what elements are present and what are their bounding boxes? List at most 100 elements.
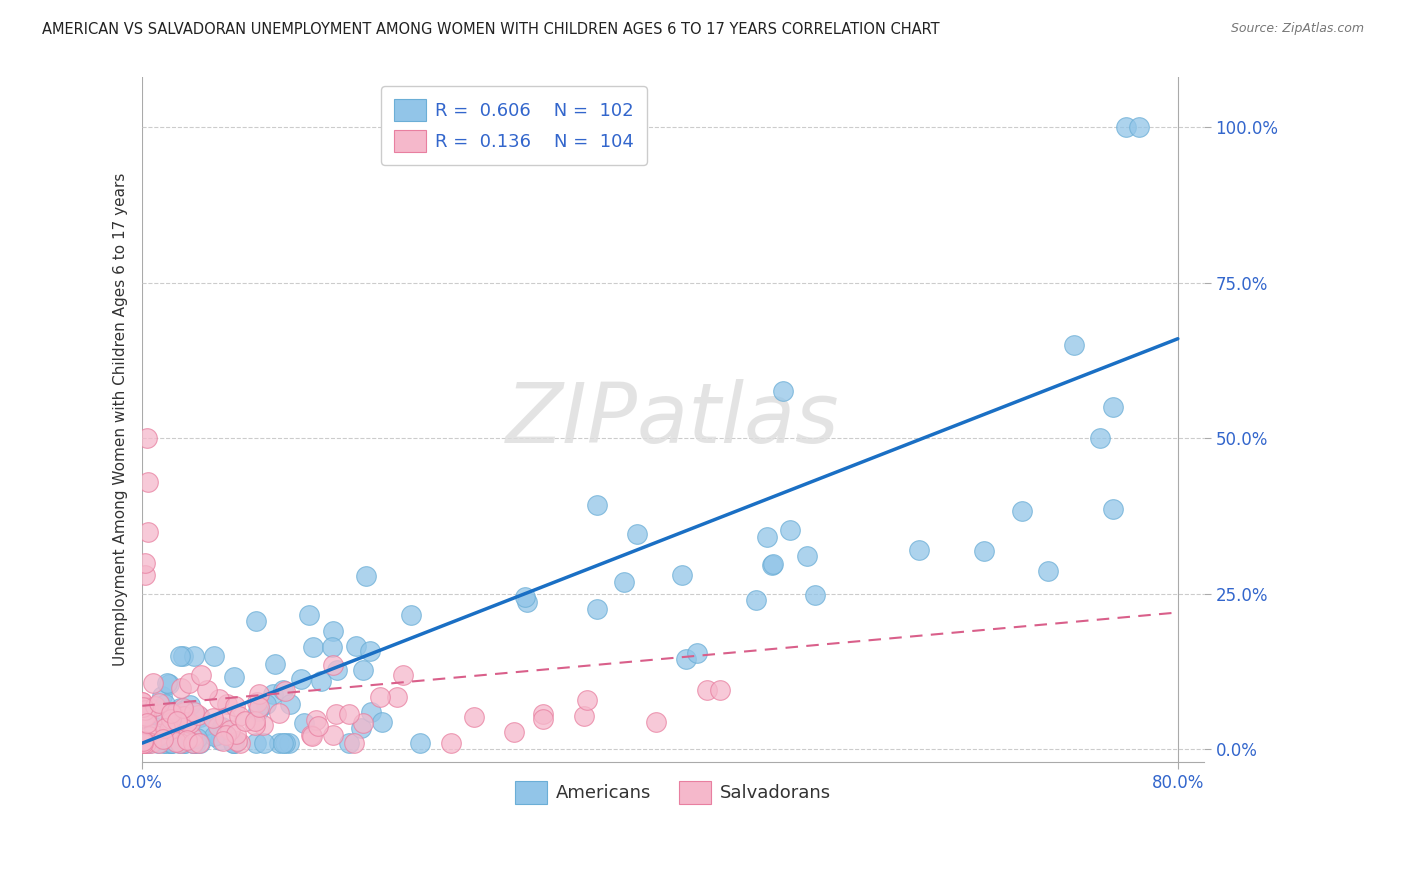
Point [143, 720, 166, 734]
Point [173, 709, 195, 723]
Point [298, 607, 321, 622]
Point [186, 731, 208, 746]
Point [188, 710, 211, 724]
Point [222, 736, 245, 750]
Point [153, 736, 176, 750]
Point [179, 716, 201, 731]
Point [305, 713, 328, 727]
Point [626, 527, 648, 541]
Point [779, 523, 801, 537]
Point [671, 568, 693, 582]
Point [187, 708, 209, 723]
Point [222, 736, 245, 750]
Point [755, 530, 778, 544]
Point [143, 707, 166, 722]
Point [132, 734, 155, 748]
Point [325, 664, 347, 678]
Point [222, 670, 245, 684]
Point [173, 703, 195, 717]
Point [138, 736, 160, 750]
Point [247, 700, 270, 714]
Point [224, 698, 246, 713]
Point [228, 709, 250, 723]
Point [360, 706, 382, 720]
Point [233, 714, 256, 728]
Point [172, 701, 194, 715]
Point [165, 734, 187, 748]
Point [136, 716, 159, 731]
Point [173, 719, 195, 733]
Point [167, 736, 190, 750]
Point [190, 668, 212, 682]
Point [143, 723, 166, 738]
Point [143, 698, 166, 713]
Point [302, 640, 325, 654]
Point [229, 736, 252, 750]
Point [350, 721, 373, 735]
Point [179, 698, 201, 712]
Point [243, 718, 266, 732]
Point [273, 736, 295, 750]
Point [160, 736, 183, 750]
Point [135, 709, 157, 723]
Point [132, 736, 155, 750]
Point [134, 568, 156, 582]
Point [343, 736, 366, 750]
Point [152, 724, 174, 739]
Point [262, 687, 284, 701]
Point [157, 736, 180, 750]
Point [134, 703, 156, 717]
Point [401, 608, 423, 623]
Point [136, 699, 159, 714]
Point [183, 648, 205, 663]
Point [153, 721, 176, 735]
Point [162, 723, 184, 738]
Point [132, 736, 155, 750]
Point [132, 736, 155, 750]
Point [142, 676, 165, 690]
Point [162, 707, 184, 722]
Point [370, 690, 392, 705]
Point [157, 723, 180, 738]
Point [165, 708, 187, 723]
Point [184, 736, 207, 750]
Point [1102, 400, 1125, 414]
Point [273, 684, 295, 698]
Point [155, 719, 177, 733]
Point [202, 648, 225, 663]
Point [181, 736, 204, 750]
Point [134, 736, 156, 750]
Point [205, 728, 228, 742]
Point [218, 723, 240, 737]
Y-axis label: Unemployment Among Women with Children Ages 6 to 17 years: Unemployment Among Women with Children A… [114, 173, 128, 666]
Point [131, 696, 153, 710]
Point [176, 733, 198, 747]
Point [531, 712, 554, 726]
Point [359, 644, 381, 658]
Point [463, 709, 485, 723]
Point [183, 706, 205, 720]
Point [1011, 504, 1033, 518]
Point [173, 736, 195, 750]
Point [503, 725, 526, 739]
Point [278, 697, 301, 711]
Point [613, 575, 636, 590]
Point [169, 648, 191, 663]
Point [245, 614, 267, 628]
Point [299, 728, 322, 742]
Point [166, 714, 188, 728]
Point [292, 715, 315, 730]
Point [322, 624, 344, 639]
Point [155, 698, 177, 712]
Point [138, 729, 160, 743]
Point [247, 687, 270, 701]
Point [176, 714, 198, 729]
Point [181, 736, 204, 750]
Point [160, 736, 183, 750]
Point [516, 595, 538, 609]
Point [132, 709, 155, 723]
Point [796, 549, 818, 563]
Point [141, 727, 163, 741]
Point [254, 697, 277, 711]
Point [181, 736, 204, 750]
